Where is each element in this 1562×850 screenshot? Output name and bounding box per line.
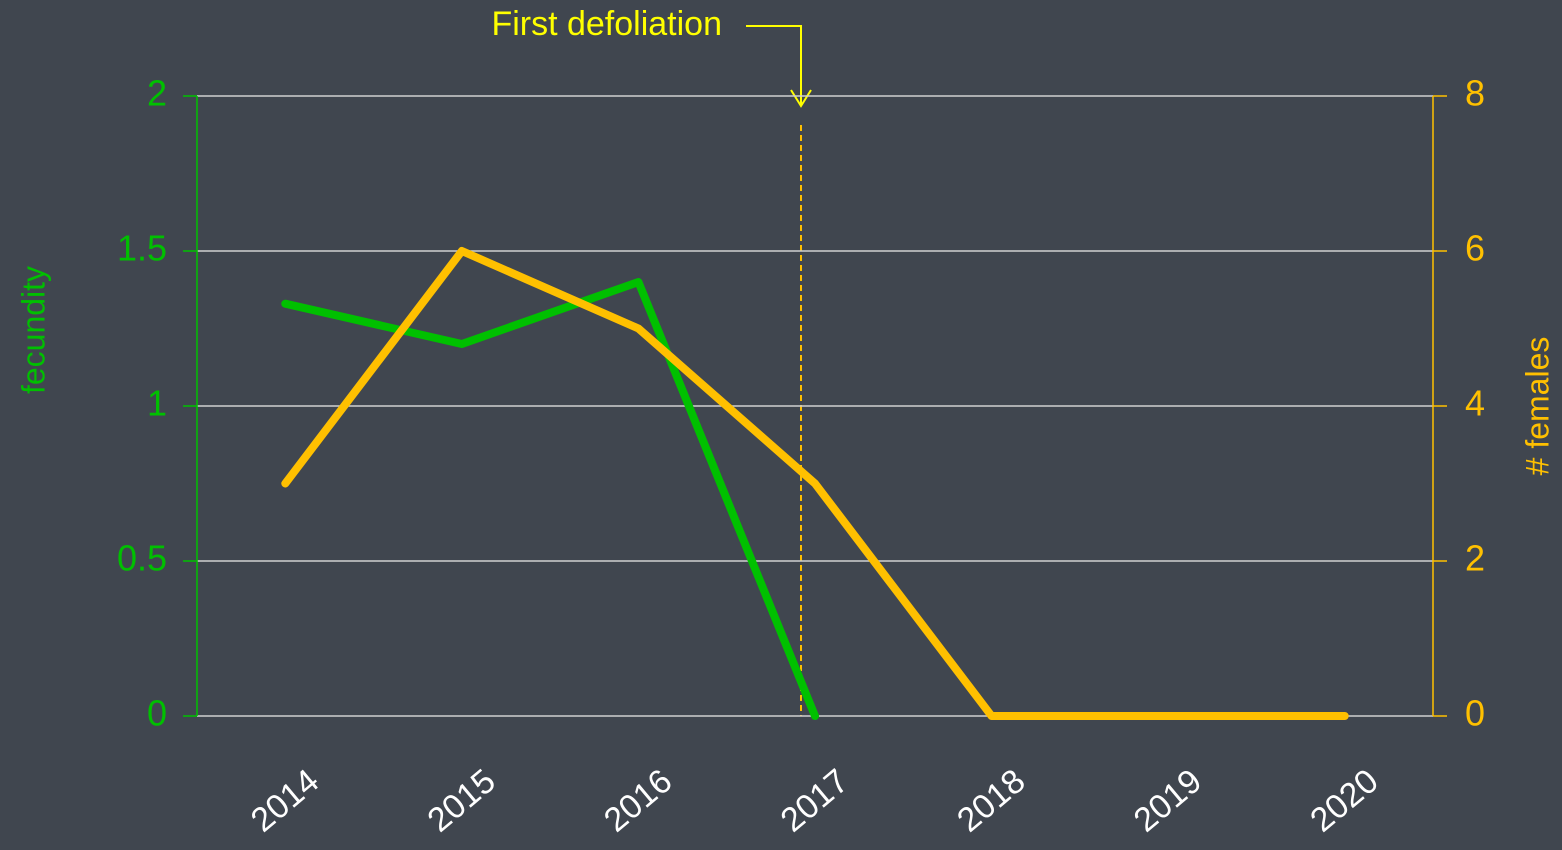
series-line — [281, 247, 1349, 720]
y2-tick-label: 0 — [1465, 693, 1485, 734]
y-tick-label: 1 — [147, 383, 167, 424]
y-axis-title: fecundity — [15, 266, 51, 394]
x-tick-label: 2018 — [950, 762, 1032, 840]
y2-tick-label: 2 — [1465, 538, 1485, 579]
y2-axis-title: # females — [1519, 337, 1555, 476]
y-tick-label: 1.5 — [117, 228, 167, 269]
x-tick-label: 2016 — [597, 762, 679, 840]
y-tick-label: 2 — [147, 73, 167, 114]
x-tick-label: 2015 — [420, 762, 502, 840]
y-tick-label: 0.5 — [117, 538, 167, 579]
x-tick-label: 2020 — [1303, 762, 1385, 840]
y2-tick-label: 8 — [1465, 73, 1485, 114]
x-tick-label: 2017 — [774, 762, 856, 840]
y-tick-label: 0 — [147, 693, 167, 734]
y2-tick-label: 4 — [1465, 383, 1485, 424]
series-line — [281, 278, 819, 720]
y2-tick-label: 6 — [1465, 228, 1485, 269]
annotation-arrow — [746, 25, 802, 104]
annotation: First defoliation — [491, 5, 722, 43]
x-tick-label: 2019 — [1127, 762, 1209, 840]
x-tick-label: 2014 — [244, 762, 326, 840]
